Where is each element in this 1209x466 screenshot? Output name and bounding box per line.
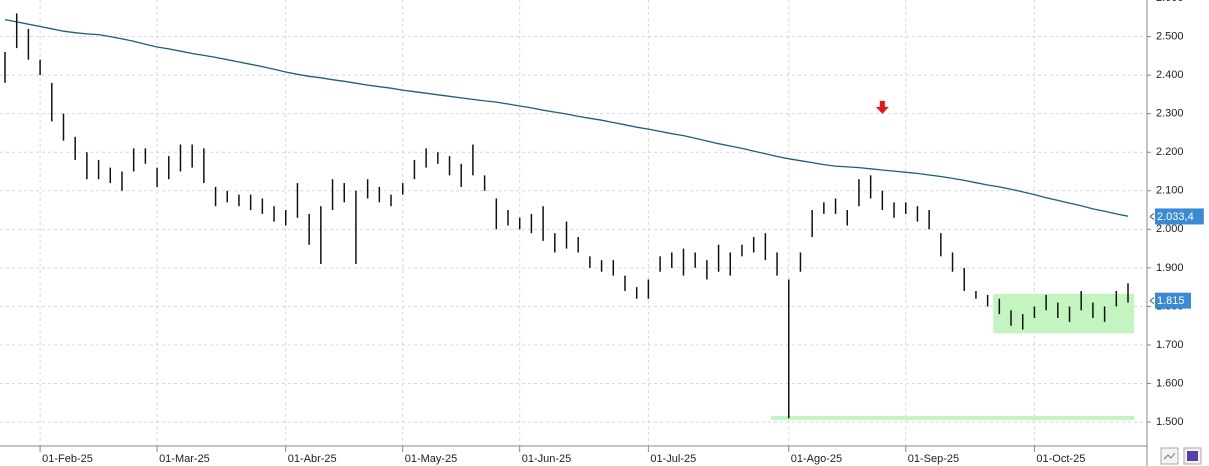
toolbar[interactable]: [1160, 447, 1202, 465]
price-label-box: [1155, 292, 1191, 309]
annotation-arrow: [875, 100, 889, 114]
y-tick-label: 1.900: [1156, 262, 1184, 274]
y-tick-label: 2.500: [1156, 30, 1184, 42]
x-tick-label: 01-May-25: [405, 453, 458, 465]
highlight-zone: [771, 415, 1134, 421]
price-label: 1.815: [1157, 295, 1185, 307]
background-layer: [0, 0, 1147, 446]
y-tick-label: 2.300: [1156, 108, 1184, 120]
highlight-zone: [993, 293, 1134, 334]
price-pointer: [1149, 297, 1155, 305]
y-tick-label: 2.600: [1156, 0, 1184, 4]
y-tick-label: 1.700: [1156, 339, 1184, 351]
price-label-box: [1155, 208, 1204, 225]
y-tick-label: 2.100: [1156, 185, 1184, 197]
x-tick-label: 01-Jun-25: [522, 453, 572, 465]
y-tick-label: 2.400: [1156, 69, 1184, 81]
x-tick-label: 01-Abr-25: [288, 453, 337, 465]
x-tick-label: 01-Oct-25: [1036, 453, 1085, 465]
x-tick-label: 01-Sep-25: [908, 453, 959, 465]
moving-average-line: [4, 18, 1129, 217]
y-tick-label: 2.200: [1156, 146, 1184, 158]
y-tick-label: 1.600: [1156, 377, 1184, 389]
axis-panel: [1147, 0, 1209, 466]
y-tick-label: 2.000: [1156, 223, 1184, 235]
x-tick-label: 01-Jul-25: [650, 453, 696, 465]
icon: [1163, 452, 1176, 460]
price-pointer: [1149, 213, 1155, 220]
x-tick-label: 01-Feb-25: [42, 453, 93, 465]
y-tick-label: 1.500: [1156, 416, 1184, 428]
x-tick-label: 01-Ago-25: [791, 453, 842, 465]
x-tick-label: 01-Mar-25: [159, 453, 210, 465]
icon: [1187, 451, 1198, 461]
price-label: 2.033,4: [1157, 211, 1194, 223]
